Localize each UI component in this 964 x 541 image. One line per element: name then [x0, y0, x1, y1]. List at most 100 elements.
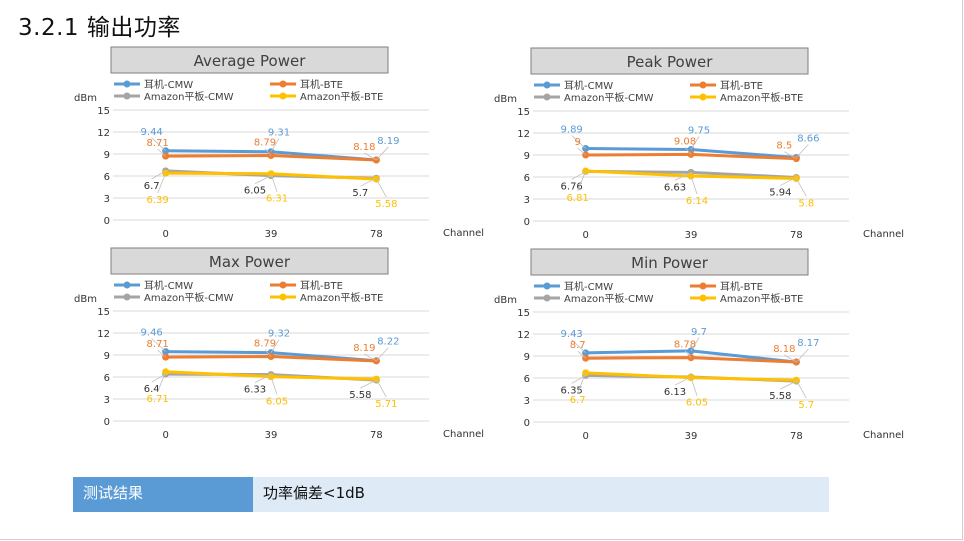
data-label-3-0: 6.39	[147, 195, 169, 206]
y-tick-label: 3	[524, 195, 530, 206]
data-label-0-2: 8.66	[797, 133, 819, 144]
data-label-0-1: 9.32	[268, 329, 290, 340]
data-label-leader	[270, 138, 280, 152]
x-tick-label: 78	[790, 431, 803, 442]
y-tick-label: 0	[524, 217, 530, 228]
data-label-leader	[674, 376, 692, 386]
data-label-0-2: 8.17	[797, 338, 819, 349]
peak-power-y-axis-label: dBm	[494, 94, 517, 105]
data-label-leader	[795, 380, 807, 399]
data-label-leader	[690, 175, 698, 195]
y-tick-label: 0	[104, 417, 110, 428]
data-point-3-0	[582, 167, 590, 175]
min-power-title-box	[530, 248, 809, 276]
data-label-2-0: 6.76	[561, 181, 583, 192]
data-label-3-2: 5.8	[798, 198, 814, 209]
y-tick-label: 12	[97, 128, 110, 139]
max-power-title: Max Power	[209, 253, 291, 271]
data-label-2-0: 6.4	[144, 384, 160, 395]
data-label-3-1: 6.05	[266, 397, 288, 408]
data-label-0-2: 8.19	[377, 136, 399, 147]
max-power-chart: Max Power 耳机-CMW 耳机-BTE Amazon平板-CMW Amazon平…	[70, 247, 510, 447]
legend-marker-1	[279, 281, 287, 289]
legend-marker-3	[699, 294, 707, 302]
legend-label-2: Amazon平板-CMW	[564, 292, 654, 305]
legend-marker-2	[543, 93, 551, 101]
legend-label-2: Amazon平板-CMW	[144, 90, 234, 103]
legend-marker-0	[543, 282, 551, 290]
data-label-leader	[264, 349, 272, 357]
legend-label-3: Amazon平板-BTE	[300, 90, 383, 103]
data-point-1-2	[792, 155, 800, 163]
data-label-leader	[690, 136, 700, 150]
data-label-3-2: 5.71	[375, 399, 397, 410]
x-tick-label: 0	[162, 229, 168, 240]
data-label-1-2: 8.18	[353, 142, 375, 153]
data-label-leader	[375, 178, 387, 198]
min-power-title: Min Power	[631, 254, 709, 272]
x-tick-label: 78	[370, 430, 383, 441]
data-point-3-0	[582, 369, 590, 377]
data-label-leader	[796, 348, 809, 363]
data-label-1-2: 8.5	[776, 141, 792, 152]
legend-label-3: Amazon平板-BTE	[720, 292, 803, 305]
data-label-leader	[577, 372, 587, 394]
data-label-leader	[360, 379, 377, 389]
legend-marker-3	[279, 92, 287, 100]
y-tick-label: 0	[104, 216, 110, 227]
data-label-leader	[577, 170, 587, 192]
x-tick-label: 0	[582, 230, 588, 241]
data-label-3-2: 5.58	[375, 199, 397, 210]
legend-label-1: 耳机-BTE	[300, 78, 343, 91]
y-tick-label: 9	[104, 150, 110, 161]
peak-power-svg: Peak Power 耳机-CMW 耳机-BTE Amazon平板-CMW Amazon…	[494, 47, 904, 241]
legend-marker-0	[123, 281, 131, 289]
legend-marker-3	[699, 93, 707, 101]
data-label-2-1: 6.33	[244, 385, 266, 396]
y-tick-label: 3	[104, 395, 110, 406]
peak-power-x-axis-label: Channel	[863, 229, 904, 240]
legend-marker-3	[279, 293, 287, 301]
min-power-x-axis-label: Channel	[863, 430, 904, 441]
data-label-0-1: 9.75	[688, 126, 710, 137]
data-label-0-0: 9.46	[141, 328, 163, 339]
data-label-3-0: 6.71	[147, 394, 169, 405]
peak-power-chart: Peak Power 耳机-CMW 耳机-BTE Amazon平板-CMW Amazon…	[490, 47, 930, 247]
data-label-leader	[151, 338, 166, 352]
data-label-leader	[571, 135, 586, 149]
data-label-1-2: 8.18	[773, 344, 795, 355]
data-label-leader	[360, 177, 377, 187]
data-label-leader	[684, 147, 692, 155]
y-tick-label: 0	[524, 418, 530, 429]
data-label-1-1: 8.78	[674, 340, 696, 351]
data-label-3-1: 6.14	[686, 196, 708, 207]
data-label-2-2: 5.7	[352, 188, 368, 199]
data-label-leader	[571, 339, 586, 354]
data-label-leader	[577, 350, 586, 359]
legend-label-0: 耳机-CMW	[144, 279, 193, 292]
legend-marker-1	[699, 282, 707, 290]
data-label-3-2: 5.7	[798, 400, 814, 411]
data-label-leader	[270, 376, 278, 395]
test-result-bar: 测试结果 功率偏差<1dB	[73, 477, 829, 512]
data-label-2-0: 6.35	[561, 385, 583, 396]
data-label-leader	[157, 349, 166, 358]
data-label-1-1: 8.79	[254, 138, 276, 149]
x-tick-label: 39	[685, 431, 698, 442]
data-label-leader	[784, 354, 797, 363]
legend-label-0: 耳机-CMW	[144, 78, 193, 91]
max-power-x-axis-label: Channel	[443, 429, 484, 440]
data-label-leader	[376, 347, 389, 361]
data-label-1-0: 9	[574, 137, 580, 148]
data-label-leader	[690, 377, 698, 396]
data-label-leader	[151, 170, 166, 180]
y-tick-label: 9	[524, 352, 530, 363]
test-result-label: 测试结果	[73, 477, 253, 512]
data-label-0-0: 9.43	[561, 329, 583, 340]
y-tick-label: 6	[524, 173, 530, 184]
data-label-1-0: 8.71	[147, 138, 169, 149]
data-label-leader	[571, 171, 586, 180]
legend-marker-1	[699, 81, 707, 89]
data-label-leader	[376, 146, 389, 161]
